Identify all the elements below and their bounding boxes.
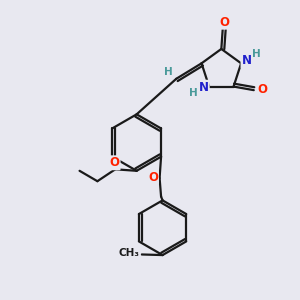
Text: H: H [252, 50, 261, 59]
Text: CH₃: CH₃ [119, 248, 140, 258]
Text: O: O [257, 83, 267, 96]
Text: N: N [199, 81, 209, 94]
Text: H: H [189, 88, 198, 98]
Text: O: O [148, 171, 158, 184]
Text: O: O [220, 16, 230, 29]
Text: N: N [242, 54, 251, 68]
Text: H: H [164, 67, 173, 77]
Text: O: O [110, 156, 120, 169]
